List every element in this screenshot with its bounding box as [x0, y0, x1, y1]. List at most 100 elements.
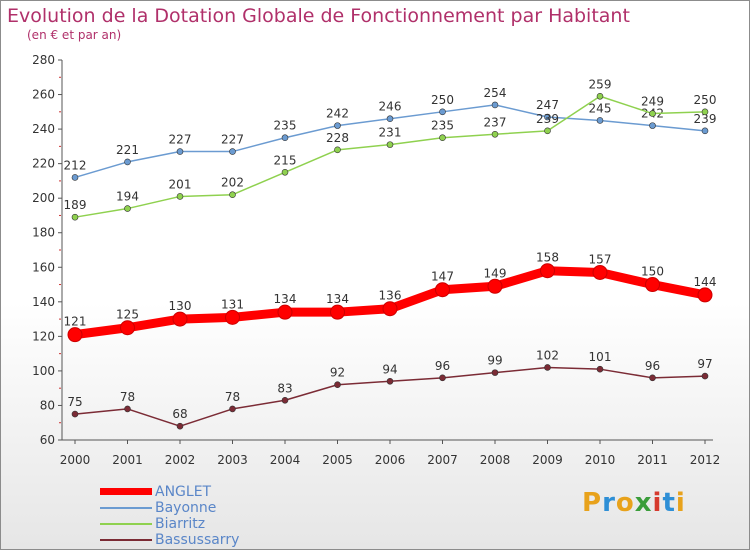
- chart-title: Evolution de la Dotation Globale de Fonc…: [7, 5, 630, 27]
- data-label-bassussarry: 96: [645, 359, 660, 373]
- data-label-bassussarry: 78: [225, 390, 240, 404]
- data-label-bayonne: 227: [169, 133, 192, 147]
- x-tick-label: 2012: [690, 453, 721, 467]
- data-label-biarritz: 194: [116, 190, 139, 204]
- y-tick-label: 280: [32, 53, 55, 67]
- data-point-anglet: [382, 301, 398, 317]
- y-tick-label: 260: [32, 88, 55, 102]
- logo-letter: i: [675, 488, 686, 518]
- data-point-biarritz: [124, 205, 131, 212]
- x-tick-label: 2001: [112, 453, 143, 467]
- data-point-bayonne: [176, 148, 184, 155]
- data-label-anglet: 134: [326, 292, 349, 306]
- data-label-biarritz: 201: [169, 177, 192, 191]
- data-label-bassussarry: 75: [67, 395, 82, 409]
- data-label-bayonne: 235: [274, 119, 297, 133]
- data-point-anglet: [67, 327, 83, 343]
- data-label-bassussarry: 92: [330, 366, 345, 380]
- x-tick-label: 2011: [637, 453, 668, 467]
- legend-swatch-anglet: [100, 488, 152, 495]
- chart-subtitle: (en € et par an): [27, 28, 122, 42]
- legend-label-anglet: ANGLET: [155, 484, 212, 500]
- data-point-biarritz: [229, 191, 236, 199]
- logo-letter: o: [615, 488, 635, 518]
- x-tick-label: 2007: [427, 453, 458, 467]
- data-label-anglet: 121: [64, 315, 87, 329]
- data-label-anglet: 158: [536, 251, 559, 265]
- x-tick-label: 2005: [322, 453, 353, 467]
- y-tick-label: 160: [32, 260, 55, 274]
- data-label-bassussarry: 68: [172, 407, 187, 421]
- logo-letter: t: [662, 488, 676, 518]
- y-tick-label: 180: [32, 226, 55, 240]
- data-label-anglet: 134: [274, 292, 297, 306]
- data-point-anglet: [330, 304, 345, 320]
- data-label-bassussarry: 99: [487, 354, 502, 368]
- data-point-anglet: [225, 309, 240, 325]
- y-tick-label: 240: [32, 122, 55, 136]
- data-point-anglet: [540, 263, 555, 279]
- data-label-bayonne: 239: [694, 112, 717, 126]
- data-point-bassussarry: [71, 410, 79, 418]
- data-label-bayonne: 254: [484, 86, 507, 100]
- data-point-bayonne: [491, 101, 499, 109]
- data-point-bassussarry: [229, 405, 236, 413]
- data-point-bayonne: [596, 117, 604, 124]
- data-label-biarritz: 215: [274, 153, 297, 167]
- data-point-anglet: [697, 287, 713, 303]
- data-label-anglet: 130: [169, 299, 192, 313]
- data-point-bayonne: [386, 115, 394, 123]
- data-point-anglet: [435, 282, 450, 298]
- data-label-bayonne: 246: [379, 100, 402, 114]
- y-tick-label: 200: [32, 191, 55, 205]
- data-point-bassussarry: [334, 381, 341, 389]
- data-label-bassussarry: 97: [697, 357, 712, 371]
- legend-item-bayonne: Bayonne: [100, 500, 300, 516]
- data-label-biarritz: 231: [379, 126, 402, 140]
- data-point-biarritz: [701, 108, 709, 116]
- data-point-bassussarry: [701, 372, 709, 380]
- y-tick-label: 60: [40, 433, 55, 447]
- x-tick-label: 2010: [585, 453, 616, 467]
- data-point-anglet: [277, 304, 293, 320]
- logo-letter: P: [582, 488, 603, 518]
- logo-letter: i: [652, 488, 663, 518]
- data-label-bayonne: 227: [221, 133, 244, 147]
- legend-item-bassussarry: Bassussarry: [100, 532, 300, 548]
- legend-swatch-bassussarry: [100, 539, 152, 541]
- logo-letter: x: [634, 488, 653, 518]
- data-label-biarritz: 249: [641, 95, 664, 109]
- logo-letter: r: [602, 488, 616, 518]
- y-tick-label: 100: [32, 364, 55, 378]
- data-point-bayonne: [71, 174, 79, 181]
- data-label-biarritz: 259: [589, 77, 612, 91]
- data-label-bayonne: 250: [431, 93, 454, 107]
- data-label-biarritz: 237: [484, 115, 507, 129]
- data-point-anglet: [120, 320, 135, 336]
- data-label-bassussarry: 102: [536, 348, 559, 362]
- data-point-biarritz: [596, 92, 604, 100]
- data-point-biarritz: [386, 141, 394, 148]
- data-label-bassussarry: 96: [435, 359, 450, 373]
- data-point-bayonne: [649, 122, 656, 129]
- legend-item-anglet: ANGLET: [100, 484, 300, 500]
- data-label-bayonne: 212: [64, 158, 87, 172]
- data-point-bayonne: [439, 108, 446, 116]
- data-label-anglet: 149: [484, 266, 507, 280]
- data-point-bassussarry: [596, 365, 604, 373]
- data-point-bayonne: [701, 127, 709, 135]
- data-label-biarritz: 250: [694, 93, 717, 107]
- data-label-bassussarry: 94: [382, 362, 397, 376]
- x-tick-label: 2004: [270, 453, 301, 467]
- data-label-biarritz: 189: [64, 198, 87, 212]
- data-label-anglet: 150: [641, 265, 664, 279]
- data-point-bayonne: [229, 148, 236, 155]
- data-label-bayonne: 247: [536, 98, 559, 112]
- data-point-bassussarry: [649, 374, 656, 382]
- legend-item-biarritz: Biarritz: [100, 516, 300, 532]
- data-point-bassussarry: [544, 364, 551, 371]
- data-label-bassussarry: 83: [277, 381, 292, 395]
- legend-swatch-biarritz: [100, 523, 152, 525]
- data-label-anglet: 125: [116, 308, 139, 322]
